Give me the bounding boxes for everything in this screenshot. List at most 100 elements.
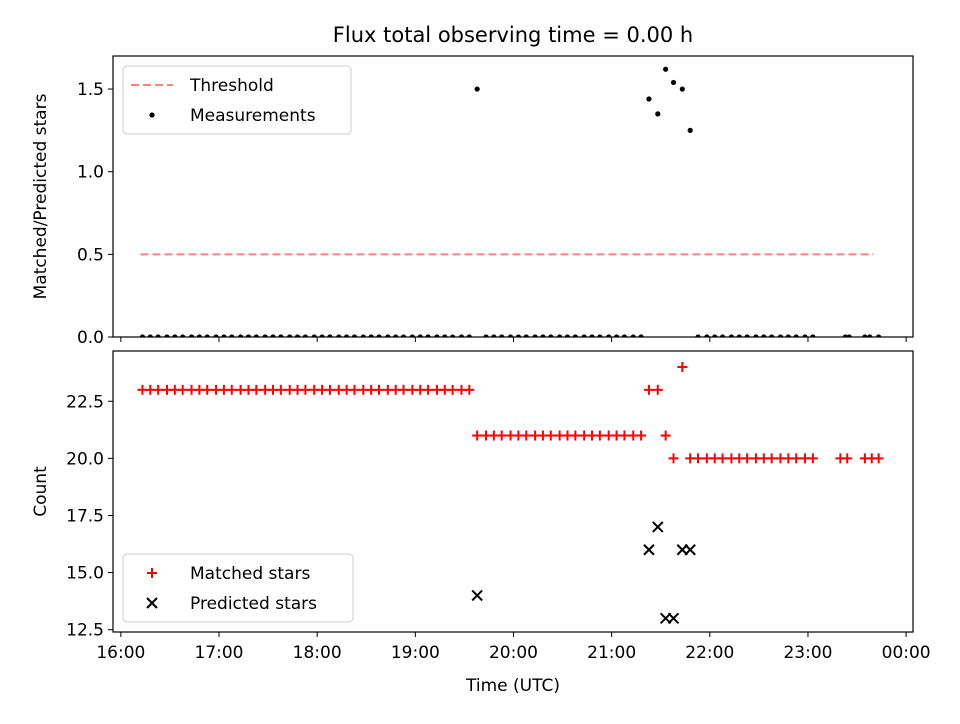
measurements-marker bbox=[238, 334, 244, 337]
matched-stars-marker bbox=[349, 384, 360, 395]
panel2-legend-box bbox=[122, 553, 354, 623]
measurements-marker bbox=[655, 111, 661, 117]
measurements-marker bbox=[557, 334, 563, 337]
measurements-marker bbox=[846, 334, 852, 337]
measurements-marker bbox=[613, 334, 620, 337]
matched-stars-marker bbox=[842, 453, 853, 464]
xtick-label: 23:00 bbox=[783, 643, 832, 663]
measurements-marker bbox=[630, 334, 636, 337]
measurements-marker bbox=[736, 334, 742, 337]
panel2-ytick-label: 17.5 bbox=[66, 506, 104, 526]
measurements-marker bbox=[327, 334, 333, 337]
measurements-marker bbox=[572, 334, 578, 337]
matched-stars-marker bbox=[693, 453, 704, 464]
measurements-marker bbox=[393, 334, 399, 337]
matched-stars-marker bbox=[619, 430, 630, 441]
threshold-legend-label: Threshold bbox=[189, 76, 274, 96]
panel1-legend bbox=[122, 65, 352, 135]
measurements-marker bbox=[376, 334, 382, 337]
measurements-marker bbox=[278, 334, 284, 337]
matched-stars-legend-swatch bbox=[147, 568, 157, 578]
measurements-marker bbox=[139, 334, 146, 337]
matched-stars-marker bbox=[594, 430, 605, 441]
matched-stars-legend-label: Matched stars bbox=[190, 564, 310, 584]
xtick-label: 16:00 bbox=[96, 643, 145, 663]
matched-stars-marker bbox=[643, 384, 654, 395]
measurements-marker bbox=[540, 334, 546, 337]
measurements-marker bbox=[679, 86, 685, 92]
matched-stars-marker bbox=[464, 384, 475, 395]
measurements-marker bbox=[368, 334, 374, 337]
matched-stars-marker bbox=[251, 384, 262, 395]
panel1-legend-box bbox=[122, 65, 352, 135]
matched-stars-marker bbox=[324, 384, 335, 395]
xtick-label: 20:00 bbox=[489, 643, 538, 663]
measurements-marker bbox=[670, 79, 677, 86]
matched-stars-marker bbox=[177, 384, 188, 395]
predicted-stars-marker-b bbox=[652, 521, 664, 533]
measurements-marker bbox=[409, 334, 415, 337]
measurements-marker bbox=[172, 334, 178, 337]
predicted-stars-marker bbox=[684, 544, 696, 556]
predicted-stars-legend-swatch-b bbox=[146, 597, 158, 609]
xtick-label: 18:00 bbox=[293, 643, 342, 663]
matched-stars-marker bbox=[717, 453, 728, 464]
panel1-plot-area bbox=[139, 66, 882, 337]
measurements-marker bbox=[862, 334, 868, 337]
chart-title: Flux total observing time = 0.00 h bbox=[333, 23, 693, 47]
panel2-ytick-label: 12.5 bbox=[66, 621, 104, 641]
measurements-marker bbox=[450, 334, 456, 337]
measurements-legend-swatch bbox=[149, 112, 155, 118]
predicted-stars-marker bbox=[652, 521, 664, 533]
measurements-marker bbox=[204, 334, 210, 337]
matched-stars-marker bbox=[472, 430, 483, 441]
measurements-marker bbox=[458, 334, 465, 337]
matched-stars-marker bbox=[300, 384, 311, 395]
matched-stars-marker bbox=[652, 384, 663, 395]
measurements-marker bbox=[515, 334, 521, 337]
measurements-marker bbox=[188, 334, 195, 337]
matched-stars-marker bbox=[742, 453, 753, 464]
predicted-stars-marker-b bbox=[684, 544, 696, 556]
predicted-stars-marker-b bbox=[643, 544, 655, 556]
measurements-marker bbox=[287, 334, 293, 337]
measurements-marker bbox=[319, 334, 325, 337]
measurements-marker bbox=[842, 334, 848, 337]
xtick-label: 21:00 bbox=[587, 643, 636, 663]
measurements-marker bbox=[564, 334, 571, 337]
panel2-ytick-label: 20.0 bbox=[66, 449, 104, 469]
measurements-marker bbox=[704, 334, 710, 337]
measurements-marker bbox=[262, 334, 268, 337]
xtick-label: 17:00 bbox=[195, 643, 244, 663]
predicted-stars-legend-swatch bbox=[146, 597, 158, 609]
matched-stars-marker bbox=[668, 453, 679, 464]
measurements-marker bbox=[434, 334, 440, 337]
measurements-marker bbox=[253, 334, 259, 337]
matched-stars-marker bbox=[447, 384, 458, 395]
measurements-marker bbox=[589, 334, 595, 337]
measurements-marker bbox=[425, 334, 431, 337]
measurements-marker bbox=[385, 334, 391, 337]
x-axis-label: Time (UTC) bbox=[465, 676, 560, 696]
measurements-marker bbox=[245, 334, 252, 337]
measurements-marker bbox=[785, 334, 791, 337]
measurements-marker bbox=[302, 334, 308, 337]
measurements-marker bbox=[523, 334, 529, 337]
xtick-label: 22:00 bbox=[685, 643, 734, 663]
panel2-plot-area bbox=[137, 361, 884, 624]
measurements-marker bbox=[581, 334, 587, 337]
measurements-marker bbox=[761, 334, 767, 337]
matched-stars-marker bbox=[807, 453, 818, 464]
panel1-ylabel: Matched/Predicted stars bbox=[31, 93, 51, 299]
matched-stars-marker bbox=[275, 384, 286, 395]
matched-stars-marker bbox=[153, 384, 164, 395]
matched-stars-marker bbox=[398, 384, 409, 395]
matched-stars-marker bbox=[677, 361, 688, 372]
measurements-marker bbox=[687, 127, 693, 133]
panel1-ytick-label: 1.5 bbox=[77, 80, 104, 100]
measurements-marker bbox=[147, 334, 153, 337]
measurements-marker bbox=[728, 334, 735, 337]
measurements-marker bbox=[753, 334, 759, 337]
measurements-marker bbox=[294, 334, 301, 337]
